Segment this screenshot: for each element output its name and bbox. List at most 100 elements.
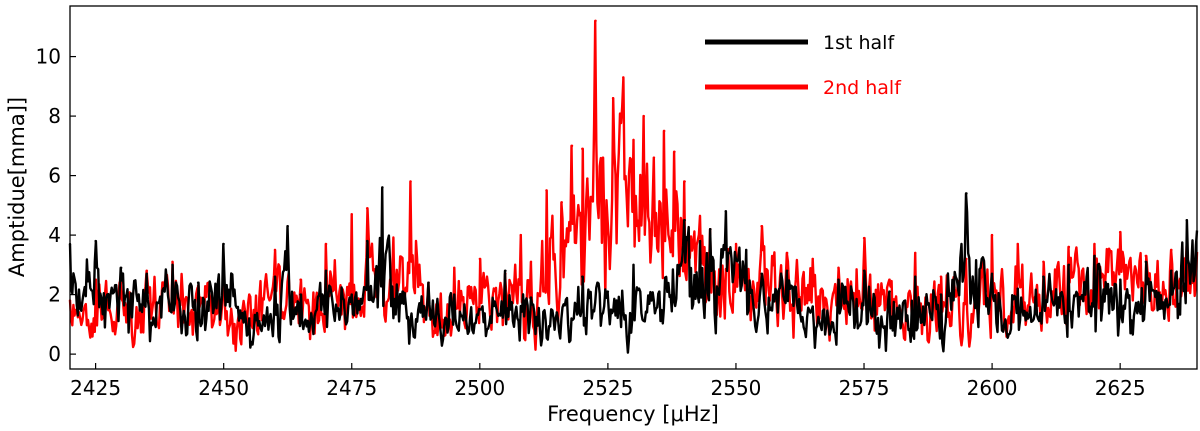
data-point-2nd-half <box>611 97 615 100</box>
data-point-1st-half <box>760 272 763 275</box>
y-tick-label: 6 <box>48 164 61 188</box>
data-point-1st-half <box>632 263 635 267</box>
x-tick-label: 2425 <box>70 376 121 400</box>
x-tick-label: 2525 <box>582 376 633 400</box>
x-tick-label: 2625 <box>1095 376 1146 400</box>
data-point-1st-half <box>1042 275 1045 278</box>
legend-label-1st-half: 1st half <box>823 32 895 54</box>
data-point-1st-half <box>365 239 369 243</box>
data-point-2nd-half <box>1042 260 1045 264</box>
data-point-1st-half <box>196 281 200 284</box>
data-point-1st-half <box>120 266 123 270</box>
data-point-2nd-half <box>1093 242 1096 246</box>
y-axis-ticks: 0 2 4 6 8 10 <box>36 45 76 366</box>
data-point-1st-half <box>683 219 686 222</box>
y-tick-label: 2 <box>48 283 61 307</box>
data-point-2nd-half <box>939 275 943 278</box>
data-point-1st-half <box>888 290 891 293</box>
data-point-2nd-half <box>642 114 645 118</box>
y-axis-label: Amptidue[mma]] <box>5 97 29 277</box>
data-point-2nd-half <box>324 242 328 246</box>
data-point-2nd-half <box>862 236 866 240</box>
data-point-2nd-half <box>601 156 604 159</box>
data-point-1st-half <box>350 293 353 296</box>
data-point-2nd-half <box>570 144 574 148</box>
data-point-1st-half <box>1144 260 1147 264</box>
data-point-2nd-half <box>545 189 548 192</box>
data-point-2nd-half <box>622 76 625 79</box>
data-point-1st-half <box>299 293 302 296</box>
data-point-2nd-half <box>478 257 482 261</box>
data-point-1st-half <box>811 305 814 308</box>
data-point-2nd-half <box>734 242 738 246</box>
data-point-2nd-half <box>990 233 994 237</box>
data-point-1st-half <box>1170 269 1173 273</box>
data-point-1st-half <box>286 224 289 228</box>
x-tick-label: 2600 <box>967 376 1018 400</box>
data-point-1st-half <box>401 290 405 293</box>
data-point-1st-half <box>1016 287 1019 290</box>
data-point-2nd-half <box>837 266 840 270</box>
y-tick-label: 10 <box>36 45 61 69</box>
data-point-1st-half <box>1093 254 1096 258</box>
series-1st-half-layer <box>68 186 1199 354</box>
data-point-2nd-half <box>811 257 814 261</box>
y-tick-label: 4 <box>48 223 61 247</box>
data-point-1st-half <box>939 293 943 296</box>
x-tick-label: 2550 <box>711 376 762 400</box>
data-point-1st-half <box>171 263 174 267</box>
plot-frame <box>69 5 1198 370</box>
data-point-1st-half <box>745 248 748 252</box>
y-tick-label: 0 <box>48 342 61 366</box>
data-point-2nd-half <box>673 150 676 153</box>
data-point-2nd-half <box>453 266 456 270</box>
data-point-2nd-half <box>171 260 174 264</box>
data-point-2nd-half <box>586 177 589 180</box>
data-point-1st-half <box>555 311 558 314</box>
data-point-1st-half <box>606 290 610 293</box>
data-point-2nd-half <box>683 180 686 183</box>
data-point-2nd-half <box>248 293 251 296</box>
data-point-2nd-half <box>581 147 584 151</box>
data-point-1st-half <box>145 272 149 275</box>
data-point-2nd-half <box>560 201 563 204</box>
data-point-2nd-half <box>663 129 666 133</box>
data-point-1st-half <box>709 227 712 231</box>
data-point-2nd-half <box>350 213 353 216</box>
legend-label-2nd-half: 2nd half <box>823 77 902 99</box>
data-point-1st-half <box>529 296 533 299</box>
data-point-1st-half <box>657 290 661 293</box>
data-point-1st-half <box>504 269 507 273</box>
y-tick-label: 8 <box>48 104 61 128</box>
data-point-1st-half <box>698 239 702 243</box>
x-tick-label: 2475 <box>326 376 377 400</box>
data-point-2nd-half <box>529 260 533 264</box>
data-point-1st-half <box>785 269 789 273</box>
data-point-1st-half <box>1118 278 1122 281</box>
data-point-2nd-half <box>888 278 891 281</box>
x-tick-label: 2450 <box>198 376 249 400</box>
data-point-1st-half <box>965 192 968 195</box>
legend: 1st half 2nd half <box>705 32 902 99</box>
data-point-2nd-half <box>1170 248 1173 252</box>
data-point-2nd-half <box>760 224 763 228</box>
data-point-2nd-half <box>594 19 597 23</box>
data-point-1st-half <box>427 281 430 284</box>
data-point-2nd-half <box>632 138 635 142</box>
x-tick-label: 2500 <box>454 376 505 400</box>
data-point-1st-half <box>324 269 328 273</box>
data-point-1st-half <box>478 308 482 311</box>
data-point-1st-half <box>581 275 584 278</box>
data-point-2nd-half <box>652 156 656 159</box>
data-point-2nd-half <box>914 251 917 255</box>
data-point-2nd-half <box>1144 254 1147 258</box>
data-point-2nd-half <box>1067 245 1071 249</box>
data-point-1st-half <box>990 272 994 275</box>
data-point-1st-half <box>248 317 251 320</box>
x-axis-ticks: 2425 2450 2475 2500 2525 2550 2575 2600 2625 <box>70 363 1146 400</box>
data-point-2nd-half <box>299 278 302 281</box>
data-point-2nd-half <box>1016 242 1019 246</box>
data-point-1st-half <box>222 242 225 246</box>
data-point-1st-half <box>1185 219 1188 222</box>
